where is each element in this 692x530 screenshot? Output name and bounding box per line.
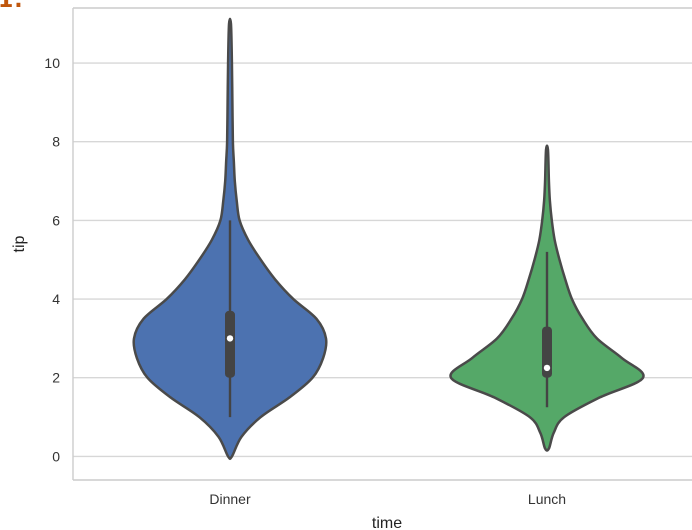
gridlines [73,62,692,458]
x-tick-label: Lunch [528,491,566,507]
x-axis-label: time [372,515,402,530]
median-dot-lunch [543,364,551,372]
y-axis-ticks: 0 2 4 6 8 10 [44,55,60,464]
plot-frame [72,7,692,481]
y-tick-label: 0 [52,448,60,464]
x-tick-label: Dinner [209,491,251,507]
y-tick-label: 6 [52,212,60,228]
violins [132,17,645,461]
y-tick-label: 8 [52,134,60,150]
y-tick-label: 2 [52,370,60,386]
iqr-box-dinner [225,310,235,378]
y-tick-label: 10 [44,55,60,71]
y-tick-label: 4 [52,291,60,307]
median-dot-dinner [226,335,234,342]
iqr-box-lunch [542,326,552,378]
figure-number-label: 1. [0,0,24,13]
y-axis-label: tip [11,235,28,252]
x-axis-ticks: Dinner Lunch [209,491,566,507]
